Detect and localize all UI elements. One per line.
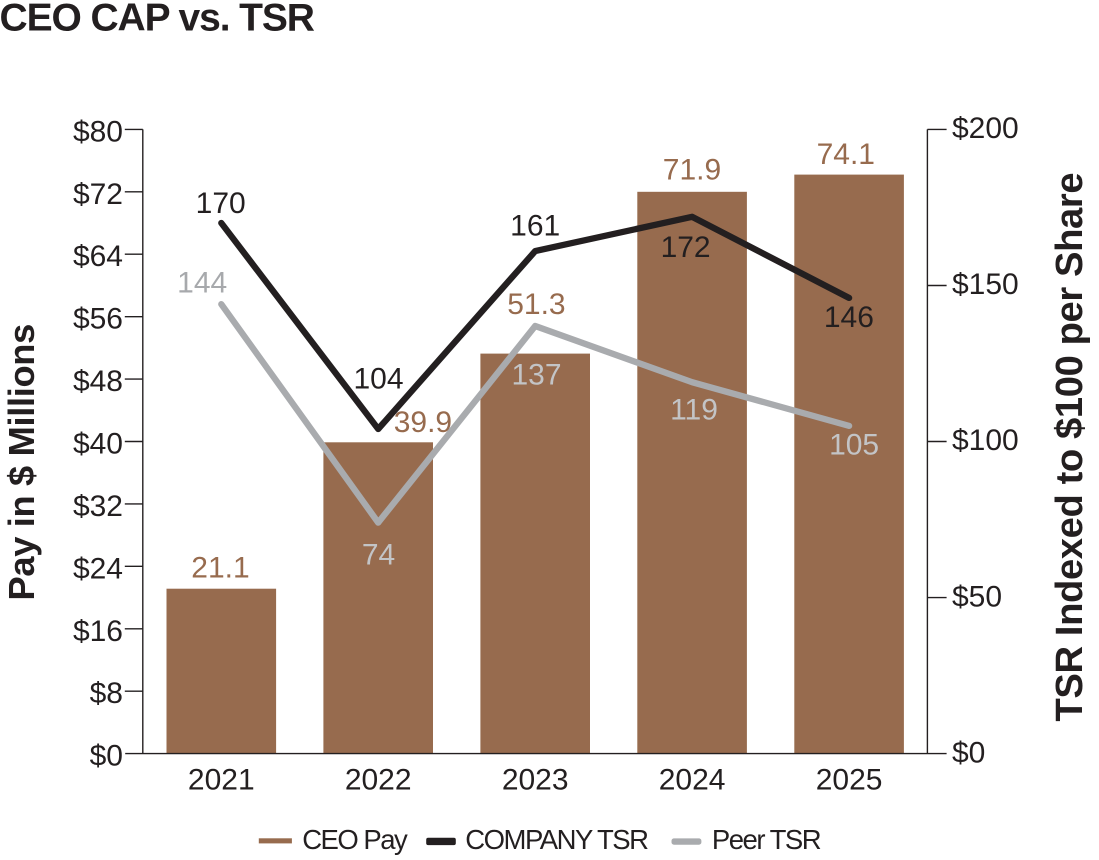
svg-text:$0: $0	[952, 736, 985, 769]
svg-text:COMPANY TSR: COMPANY TSR	[465, 824, 648, 855]
svg-text:74: 74	[362, 538, 395, 571]
svg-text:104: 104	[353, 363, 403, 396]
svg-text:137: 137	[511, 359, 561, 392]
svg-text:$32: $32	[73, 490, 123, 523]
svg-text:21.1: 21.1	[191, 552, 249, 585]
svg-text:161: 161	[510, 210, 560, 243]
svg-text:170: 170	[196, 187, 246, 220]
svg-text:$150: $150	[952, 268, 1019, 301]
svg-text:$40: $40	[73, 428, 123, 461]
svg-text:CEO CAP vs. TSR: CEO CAP vs. TSR	[0, 0, 315, 40]
svg-text:Pay in $ Millions: Pay in $ Millions	[1, 324, 42, 600]
svg-text:$200: $200	[952, 112, 1019, 145]
svg-text:$8: $8	[90, 677, 123, 710]
svg-text:2022: 2022	[345, 764, 412, 797]
svg-text:119: 119	[670, 394, 718, 427]
svg-text:71.9: 71.9	[663, 154, 721, 187]
svg-text:144: 144	[177, 266, 227, 299]
svg-text:51.3: 51.3	[507, 288, 565, 321]
svg-text:39.9: 39.9	[394, 406, 452, 439]
svg-text:2023: 2023	[502, 764, 569, 797]
svg-text:74.1: 74.1	[817, 138, 875, 171]
svg-text:2025: 2025	[816, 764, 883, 797]
svg-text:$48: $48	[73, 365, 123, 398]
svg-text:$16: $16	[73, 615, 123, 648]
svg-text:$50: $50	[952, 580, 1002, 613]
svg-text:$72: $72	[73, 178, 123, 211]
svg-text:TSR Indexed to $100 per Share: TSR Indexed to $100 per Share	[1048, 173, 1091, 722]
svg-text:172: 172	[661, 231, 711, 264]
svg-text:146: 146	[824, 301, 874, 334]
svg-text:$24: $24	[73, 552, 123, 585]
svg-text:$100: $100	[952, 424, 1019, 457]
svg-text:105: 105	[829, 429, 879, 462]
svg-text:2021: 2021	[188, 764, 255, 797]
svg-text:$64: $64	[73, 240, 123, 273]
svg-text:2024: 2024	[659, 764, 726, 797]
svg-text:$0: $0	[90, 740, 123, 773]
svg-text:$56: $56	[73, 303, 123, 336]
svg-text:$80: $80	[73, 115, 123, 148]
svg-text:Peer TSR: Peer TSR	[712, 824, 821, 855]
svg-text:CEO Pay: CEO Pay	[302, 824, 408, 855]
